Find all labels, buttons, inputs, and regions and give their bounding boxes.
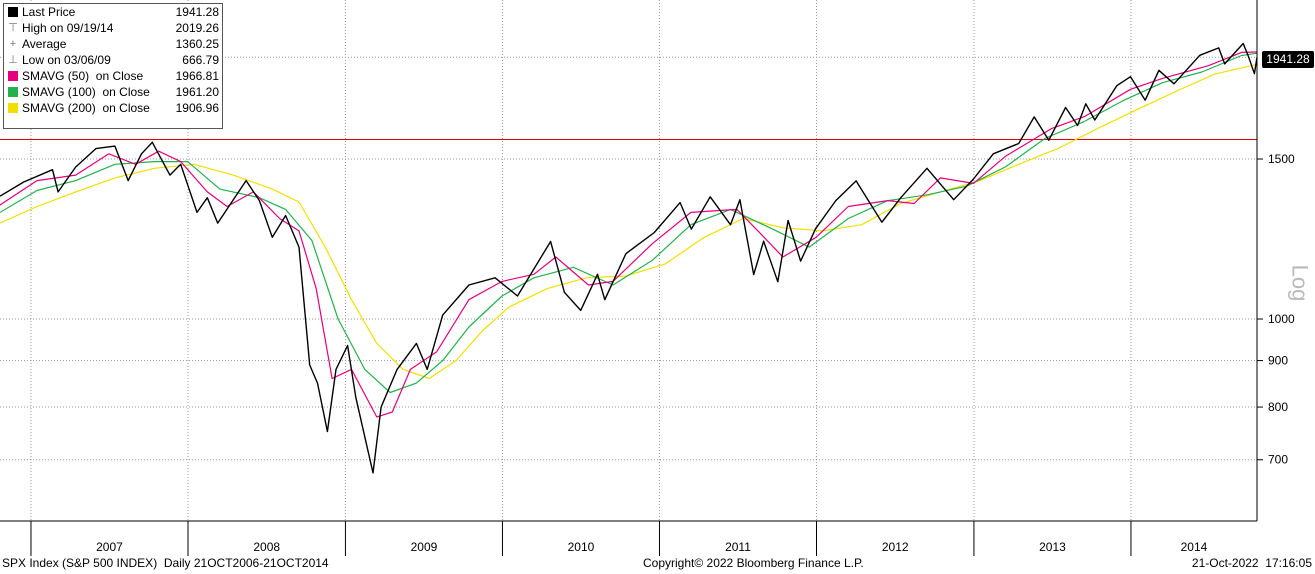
footer-copyright: Copyright© 2022 Bloomberg Finance L.P. <box>643 556 864 570</box>
legend-value: 666.79 <box>182 53 219 67</box>
x-tick-label: 2007 <box>96 540 123 554</box>
low-icon: ⊥ <box>8 54 18 66</box>
footer-timestamp: 21-Oct-2022 17:16:05 <box>1191 556 1312 570</box>
legend-value: 2019.26 <box>175 21 219 35</box>
legend-label: SMAVG (100) on Close <box>22 85 150 99</box>
legend: Last Price 1941.28 ⊤ High on 09/19/14 20… <box>3 3 223 129</box>
high-icon: ⊤ <box>8 22 18 34</box>
sma200-swatch <box>8 103 18 113</box>
x-tick-label: 2013 <box>1039 540 1066 554</box>
y-tick-label: 800 <box>1268 400 1288 414</box>
legend-label: SMAVG (200) on Close <box>22 101 150 115</box>
axes <box>0 0 1263 556</box>
y-tick-label: 700 <box>1268 453 1288 467</box>
legend-row-sma100: SMAVG (100) on Close 1961.20 <box>4 84 222 100</box>
series-line-sma200 <box>0 63 1258 380</box>
legend-label: Last Price <box>22 5 76 19</box>
legend-value: 1966.81 <box>175 69 219 83</box>
y-tick-label: 1000 <box>1268 312 1295 326</box>
legend-label: SMAVG (50) on Close <box>22 69 144 83</box>
sma100-swatch <box>8 87 18 97</box>
x-tick-label: 2011 <box>725 540 751 554</box>
last-price-swatch <box>8 7 18 17</box>
legend-label: Low on 03/06/09 <box>22 53 111 67</box>
sma50-swatch <box>8 71 18 81</box>
x-tick-label: 2009 <box>411 540 438 554</box>
y-tick-label: 900 <box>1268 354 1288 368</box>
series-lines <box>0 42 1258 474</box>
x-tick-label: 2014 <box>1181 540 1208 554</box>
average-icon: + <box>9 38 17 50</box>
x-tick-label: 2008 <box>253 540 280 554</box>
legend-value: 1961.20 <box>175 85 219 99</box>
legend-value: 1941.28 <box>175 5 219 19</box>
legend-row-sma50: SMAVG (50) on Close 1966.81 <box>4 68 222 84</box>
legend-row-high: ⊤ High on 09/19/14 2019.26 <box>4 20 222 36</box>
x-tick-label: 2012 <box>882 540 909 554</box>
legend-row-sma200: SMAVG (200) on Close 1906.96 <box>4 100 222 116</box>
legend-row-low: ⊥ Low on 03/06/09 666.79 <box>4 52 222 68</box>
legend-value: 1906.96 <box>175 101 219 115</box>
series-line-sma100 <box>0 52 1258 394</box>
y-tick-label: 1500 <box>1268 152 1295 166</box>
axis-labels: 2007 2008 2009 2010 2011 2012 2013 2014 700 800 90… <box>96 152 1295 554</box>
last-price-tag: 1941.28 <box>1262 51 1314 68</box>
legend-value: 1360.25 <box>175 37 219 51</box>
legend-label: Average <box>22 37 67 51</box>
footer-security: SPX Index (S&P 500 INDEX) Daily 21OCT200… <box>2 556 329 570</box>
log-scale-label: Log <box>1287 264 1313 302</box>
grid-lines <box>0 0 1257 521</box>
x-tick-label: 2010 <box>568 540 595 554</box>
series-line-sma50 <box>0 51 1258 418</box>
legend-row-average: + Average 1360.25 <box>4 36 222 52</box>
legend-row-last-price: Last Price 1941.28 <box>4 4 222 20</box>
series-line-last-price <box>0 42 1258 474</box>
legend-label: High on 09/19/14 <box>22 21 114 35</box>
